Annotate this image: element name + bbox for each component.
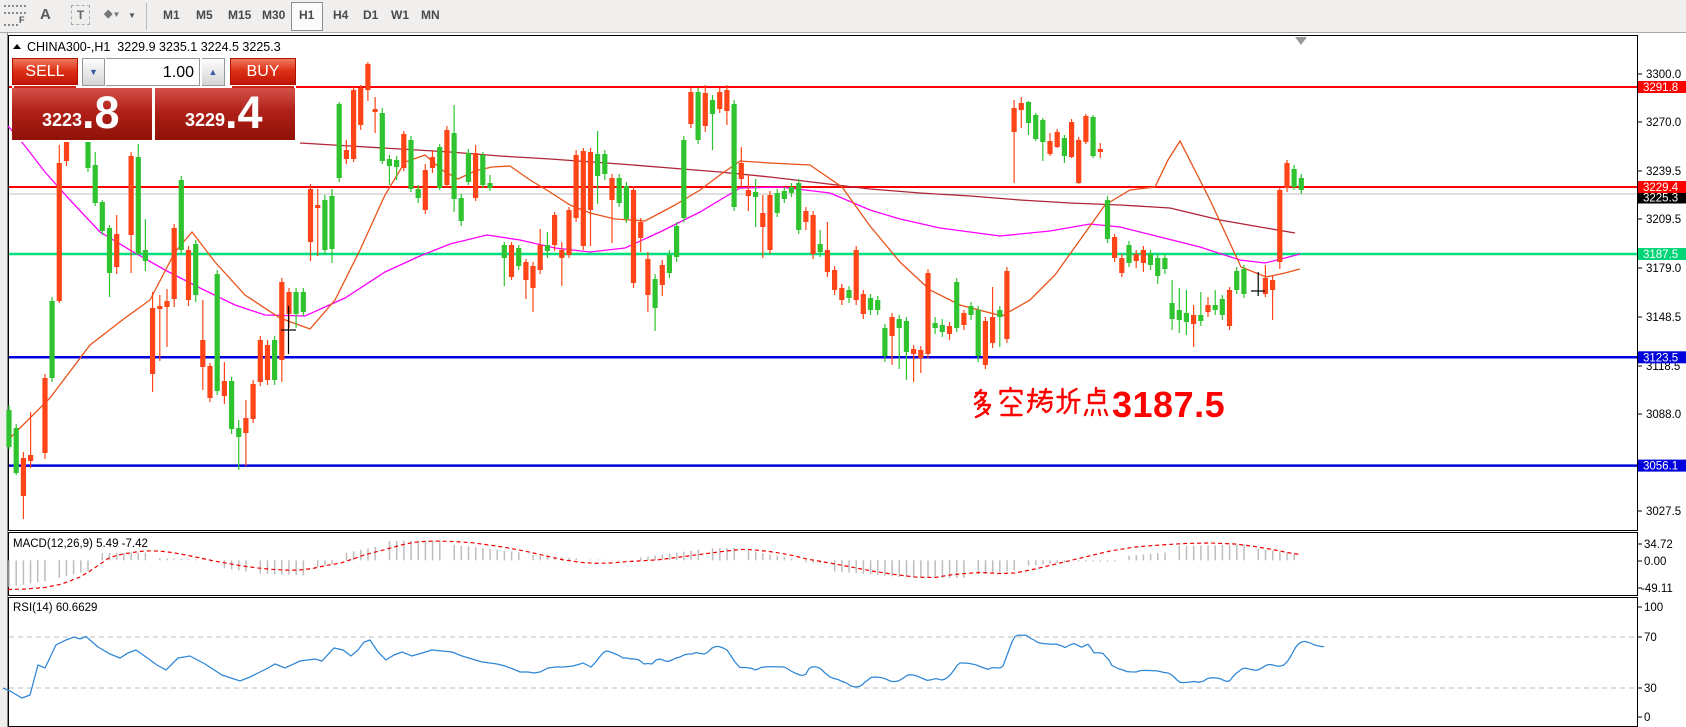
svg-text:0.00: 0.00 [1644,556,1666,568]
svg-text:3239.5: 3239.5 [1646,166,1681,178]
svg-text:3118.5: 3118.5 [1646,361,1680,373]
svg-text:100: 100 [1644,602,1663,614]
svg-text:3088.0: 3088.0 [1646,409,1681,421]
svg-text:3291.8: 3291.8 [1643,82,1678,94]
svg-text:3027.5: 3027.5 [1646,506,1681,518]
svg-text:RSI(14) 60.6629: RSI(14) 60.6629 [13,602,97,614]
svg-text:3123.5: 3123.5 [1643,352,1678,364]
svg-text:3270.0: 3270.0 [1646,117,1681,129]
svg-text:70: 70 [1644,632,1657,644]
svg-text:3225.3: 3225.3 [1643,193,1678,205]
svg-text:34.72: 34.72 [1644,539,1673,551]
svg-text:3179.0: 3179.0 [1646,263,1681,275]
svg-text:3209.5: 3209.5 [1646,214,1681,226]
svg-text:3187.5: 3187.5 [1112,384,1225,425]
svg-text:30: 30 [1644,683,1657,695]
svg-text:-49.11: -49.11 [1641,583,1673,595]
svg-text:0: 0 [1644,712,1650,724]
svg-text:CHINA300-,H1 3229.9 3235.1 32: CHINA300-,H1 3229.9 3235.1 3224.5 3225.3 [27,40,281,54]
svg-text:MACD(12,26,9) 5.49 -7.42: MACD(12,26,9) 5.49 -7.42 [13,538,148,550]
svg-text:3229.4: 3229.4 [1643,182,1679,194]
svg-text:3300.0: 3300.0 [1646,69,1681,81]
svg-text:3187.5: 3187.5 [1643,249,1678,261]
svg-text:3056.1: 3056.1 [1643,461,1678,473]
svg-text:3148.5: 3148.5 [1646,312,1681,324]
